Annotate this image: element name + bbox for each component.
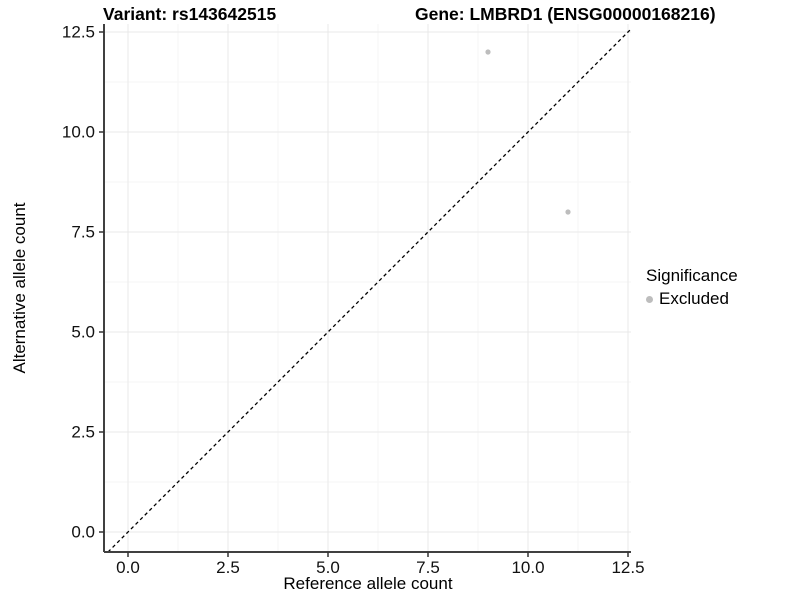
x-tick-label: 2.5 [216,558,240,577]
legend-point-icon [646,295,653,303]
x-tick-label: 10.0 [511,558,544,577]
x-tick-label: 5.0 [316,558,340,577]
y-axis-title: Alternative allele count [10,202,29,374]
x-axis-title: Reference allele count [283,574,453,593]
y-tick-label: 5.0 [71,323,95,342]
data-point [485,49,491,55]
legend-item-label: Excluded [659,289,729,308]
x-tick-label: 0.0 [116,558,140,577]
legend-title: Significance [646,266,738,285]
y-tick-label: 7.5 [71,223,95,242]
data-point [565,209,571,215]
y-tick-label: 12.5 [62,23,95,42]
legend: Significance Excluded [646,266,800,309]
y-tick-label: 2.5 [71,423,95,442]
x-tick-label: 7.5 [416,558,440,577]
legend-items: Excluded [646,289,800,309]
plot-title-gene: Gene: LMBRD1 (ENSG00000168216) [415,4,716,24]
y-tick-label: 10.0 [62,123,95,142]
identity-line [107,28,632,553]
x-tick-label: 12.5 [611,558,644,577]
plot-title-variant: Variant: rs143642515 [103,4,277,24]
y-tick-label: 0.0 [71,523,95,542]
legend-item: Excluded [646,289,800,309]
